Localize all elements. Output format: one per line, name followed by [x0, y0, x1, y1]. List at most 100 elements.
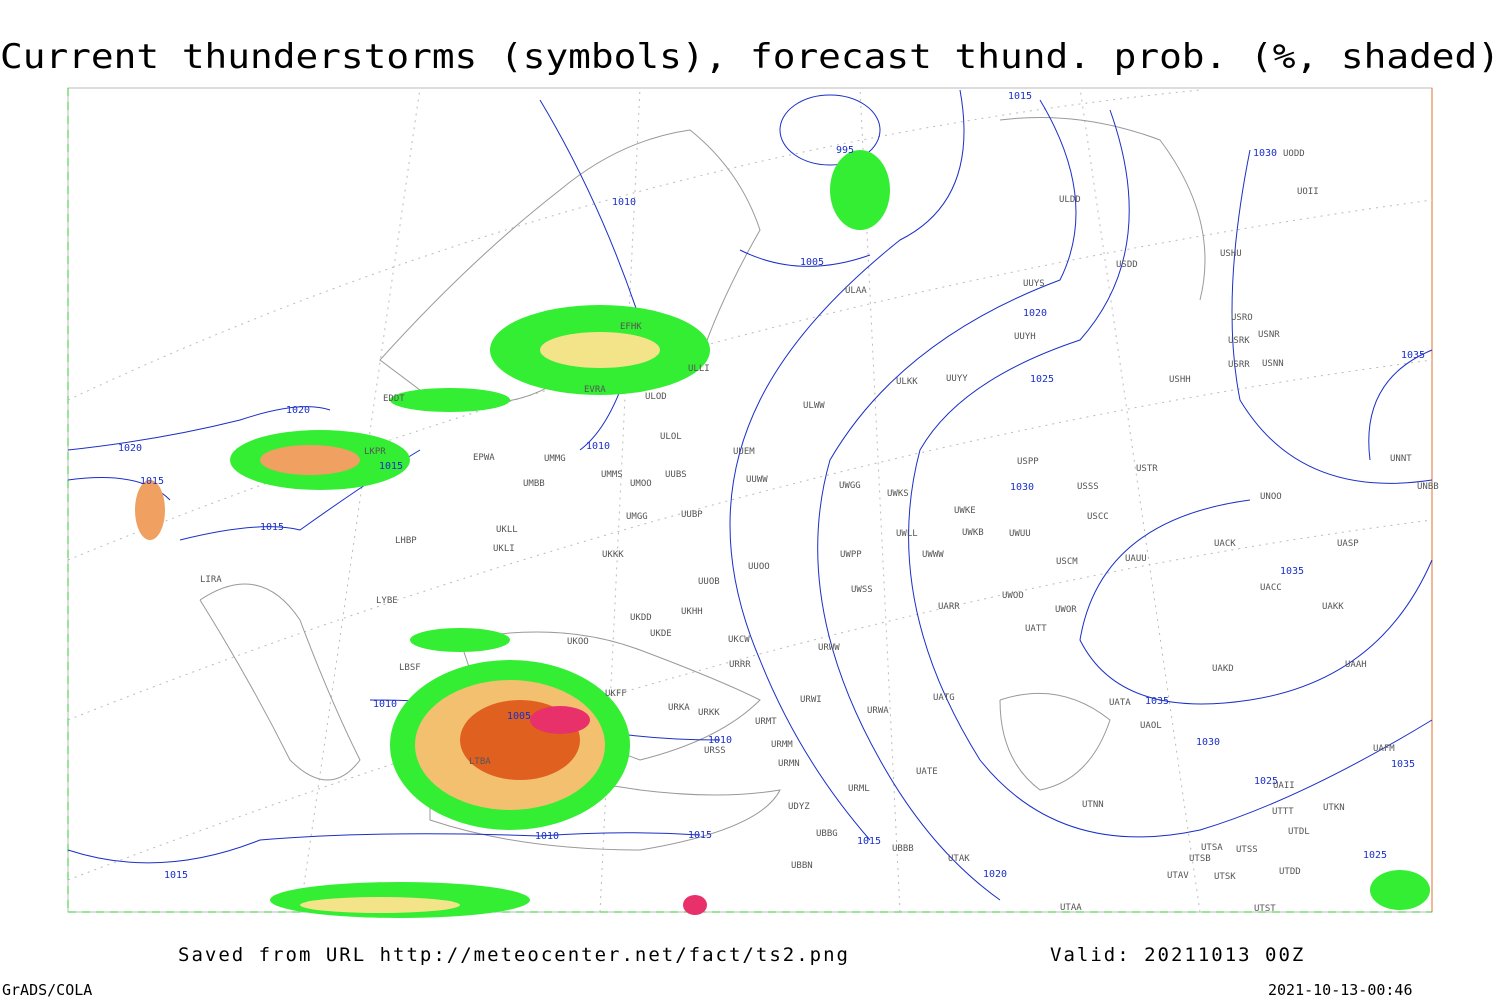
station-label: UARR [938, 602, 960, 612]
station-label: UKKK [602, 550, 624, 560]
isobar-label: 1030 [1010, 482, 1034, 493]
station-label: ULKK [896, 377, 918, 387]
station-label: URKA [668, 703, 690, 713]
station-label: UTAA [1060, 903, 1082, 913]
station-label: UKCW [728, 635, 750, 645]
station-label: USDD [1116, 260, 1138, 270]
station-label: LIRA [200, 575, 222, 585]
station-label: UWKB [962, 528, 984, 538]
station-label: UKLL [496, 525, 518, 535]
station-label: UTAK [948, 854, 970, 864]
source-url: Saved from URL http://meteocenter.net/fa… [178, 944, 850, 966]
station-label: UUEM [733, 447, 755, 457]
station-label: ULDD [1059, 195, 1081, 205]
station-label: UTDL [1288, 827, 1310, 837]
timestamp: 2021-10-13-00:46 [1268, 981, 1413, 999]
station-label: UATG [933, 693, 955, 703]
station-label: UKHH [681, 607, 703, 617]
isobar-label: 1005 [507, 711, 531, 722]
station-label: UWWW [922, 550, 944, 560]
station-label: UASP [1337, 539, 1359, 549]
station-label: UAKK [1322, 602, 1344, 612]
station-label: UWPP [840, 550, 862, 560]
station-label: EFHK [620, 322, 642, 332]
station-label: UDYZ [788, 802, 810, 812]
station-label: LBSF [399, 663, 421, 673]
station-label: LKPR [364, 447, 386, 457]
station-label: ULWW [803, 401, 825, 411]
station-label: UMMS [601, 470, 623, 480]
station-label: URMN [778, 759, 800, 769]
station-label: UTAV [1167, 871, 1189, 881]
isobar-label: 1015 [140, 476, 164, 487]
map-frame [67, 87, 1433, 913]
station-label: UODD [1283, 149, 1305, 159]
station-label: UMOO [630, 479, 652, 489]
station-label: UKLI [493, 544, 515, 554]
station-label: URML [848, 784, 870, 794]
station-label: UKOO [567, 637, 589, 647]
station-label: UUBP [681, 510, 703, 520]
station-label: UTDD [1279, 867, 1301, 877]
station-label: UUYH [1014, 332, 1036, 342]
station-label: UAOL [1140, 721, 1162, 731]
isobar-label: 1020 [1023, 308, 1047, 319]
station-label: ULOL [660, 432, 682, 442]
station-label: UOII [1297, 187, 1319, 197]
station-label: USRR [1228, 360, 1250, 370]
isobar-label: 1030 [1253, 148, 1277, 159]
station-label: EDDT [383, 394, 405, 404]
isobar-label: 1010 [612, 197, 636, 208]
station-label: USHH [1169, 375, 1191, 385]
station-label: USNN [1262, 359, 1284, 369]
isobars [67, 89, 1433, 901]
station-label: URWI [800, 695, 822, 705]
isobar-label: 1015 [379, 461, 403, 472]
isobar-label: 1015 [260, 522, 284, 533]
station-label: UTSK [1214, 872, 1236, 882]
isobar-label: 1035 [1145, 696, 1169, 707]
station-label: UUOB [698, 577, 720, 587]
isobar-label: 1020 [118, 443, 142, 454]
station-label: USRK [1228, 336, 1250, 346]
station-label: UBBN [791, 861, 813, 871]
isobar-label: 1010 [373, 699, 397, 710]
station-label: UAKD [1212, 664, 1234, 674]
station-label: LHBP [395, 536, 417, 546]
station-label: USNR [1258, 330, 1280, 340]
station-label: ULOD [645, 392, 667, 402]
isobar-label: 1035 [1280, 566, 1304, 577]
station-label: EPWA [473, 453, 495, 463]
isobar-label: 1015 [1008, 91, 1032, 102]
station-label: ULAA [845, 286, 867, 296]
isobar-label: 1020 [286, 405, 310, 416]
station-label: UMBB [523, 479, 545, 489]
station-label: UATE [916, 767, 938, 777]
title: Current thunderstorms (symbols), forecas… [0, 37, 1500, 77]
isobar-label: 1025 [1030, 374, 1054, 385]
station-label: USCM [1056, 557, 1078, 567]
station-label: UAAH [1345, 660, 1367, 670]
station-label: USCC [1087, 512, 1109, 522]
station-label: UUOO [748, 562, 770, 572]
station-label: UAFM [1373, 744, 1395, 754]
software-credit: GrADS/COLA [2, 981, 92, 999]
station-label: UNNT [1390, 454, 1412, 464]
isobar-label: 1015 [688, 830, 712, 841]
isobar-label: 1035 [1391, 759, 1415, 770]
station-label: UACK [1214, 539, 1236, 549]
station-label: UTTT [1272, 807, 1294, 817]
station-label: USRO [1231, 313, 1253, 323]
station-label: UTKN [1323, 803, 1345, 813]
isobar-label: 1010 [535, 831, 559, 842]
station-label: LYBE [376, 596, 398, 606]
station-label: LTBA [469, 757, 491, 767]
station-label: USHU [1220, 249, 1242, 259]
station-label: UTSS [1236, 845, 1258, 855]
isobar-label: 1015 [857, 836, 881, 847]
station-label: URMT [755, 717, 777, 727]
station-label: UWSS [851, 585, 873, 595]
station-label: UUYY [946, 374, 968, 384]
isobar-label: 1020 [983, 869, 1007, 880]
